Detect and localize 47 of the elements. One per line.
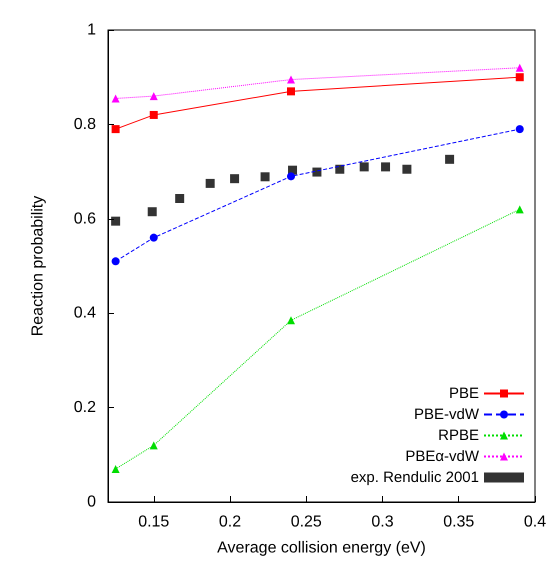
y-axis-title: Reaction probability: [30, 196, 46, 336]
point: [445, 154, 454, 164]
point: [516, 205, 524, 214]
y-tick-label: 1: [87, 22, 96, 38]
legend-label: PBE-vdW: [414, 406, 480, 423]
point: [287, 87, 295, 96]
y-tick-label: 0.2: [74, 399, 96, 416]
point: [516, 64, 524, 72]
point: [150, 110, 158, 119]
point: [150, 441, 158, 450]
point: [112, 257, 120, 266]
point: [112, 125, 120, 134]
x-tick-label: 0.4: [524, 514, 546, 530]
point: [287, 316, 295, 324]
point: [516, 125, 524, 134]
point: [360, 162, 369, 172]
legend-label: PBE: [448, 385, 479, 402]
point: [287, 76, 295, 84]
point: [175, 194, 184, 204]
point: [402, 164, 412, 174]
point: [287, 172, 295, 180]
y-tick-label: 0.6: [74, 210, 96, 228]
x-tick-label: 0.2: [218, 514, 242, 530]
point: [516, 73, 524, 82]
legend-label: RPBE: [438, 427, 479, 444]
legend-label: exp. Rendulic 2001: [350, 469, 479, 486]
point: [112, 464, 120, 473]
x-tick-label: 0.25: [290, 514, 322, 530]
x-tick-label: 0.3: [371, 514, 394, 530]
point: [150, 234, 158, 242]
point: [230, 174, 240, 184]
point: [312, 168, 322, 177]
point: [381, 162, 390, 172]
x-axis-title: Average collision energy (eV): [217, 540, 426, 556]
legend-label: PBEα-vdW: [405, 448, 480, 465]
point: [148, 207, 157, 216]
y-tick-label: 0.8: [74, 116, 96, 133]
x-tick-label: 0.15: [138, 514, 170, 530]
point: [112, 94, 120, 102]
point: [150, 92, 158, 100]
point: [111, 216, 120, 226]
x-tick-label: 0.35: [443, 514, 474, 530]
y-tick-label: 0.4: [74, 304, 96, 322]
point: [206, 178, 215, 188]
y-tick-label: 0: [87, 494, 96, 510]
point: [335, 164, 344, 174]
point: [260, 172, 270, 182]
